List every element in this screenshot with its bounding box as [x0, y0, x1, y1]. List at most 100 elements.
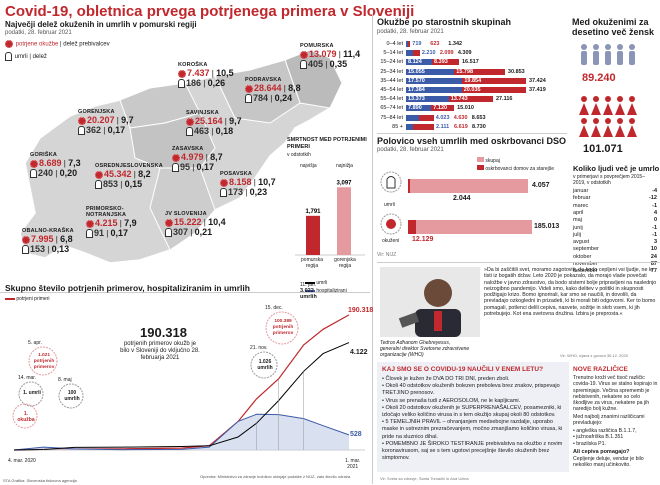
month-value: -12 [649, 195, 657, 202]
age-value-total: 30.853 [507, 68, 525, 75]
dso-legend-total: skupaj [477, 157, 500, 164]
age-bar-men [406, 41, 409, 47]
end-cases: 190.318 [348, 307, 374, 314]
age-value-men: 2.210 [421, 50, 436, 57]
age-label: 45–54 let [380, 87, 403, 93]
dso-title: Polovico vseh umrlih med oskrbovanci DSO [377, 136, 567, 146]
timeline-legend-hosp: hospitalizirani [305, 288, 347, 294]
timeline-total: 190.318 [140, 325, 187, 340]
month-row: september 10 [573, 246, 657, 253]
mortality-value-gorenjska: 3,097 [336, 180, 352, 186]
region-gorenjska: GORENJSKA 20.207 | 9,7 362 | 0,17 [78, 109, 134, 136]
age-bar-women [461, 87, 526, 93]
month-value: 77 [650, 268, 657, 275]
lesson-item: • Virus se prenaša tudi z AEROSOLOM, ne … [382, 397, 521, 404]
quote-author-role: generalni direktor Svetovne zdravstvene … [380, 346, 470, 358]
lessons-source: Vir: Sveta za zdravje, Santa Tomažič in … [380, 476, 469, 481]
month-name: julij [573, 231, 581, 238]
age-date: podatki, 28. februar 2021 [377, 29, 444, 35]
age-value-total: 8.730 [471, 123, 486, 130]
month-row: februar -12 [573, 195, 657, 202]
woman-icon [579, 96, 637, 137]
mortality-bar-pomurska [306, 215, 320, 255]
quote-source: Vir: WHO, izjava z govora 30.12. 2020 [560, 353, 628, 358]
lesson-item: • Človek je kužen že DVA DO TRI DNI, pre… [382, 376, 510, 382]
men-icons [578, 43, 650, 74]
age-value-women: 8.393 [434, 59, 448, 66]
timeline-total-desc: potrjenih primerov okužb je bilo v Slove… [120, 341, 200, 361]
months-subtitle: v primerjavi s povprečjem 2015–2019, v o… [573, 174, 645, 186]
map-legend-cases: potrjene okužbe | delež prebivalcev [5, 40, 110, 49]
dso-source: Vir: NIJZ [377, 252, 397, 258]
dso-deaths-label: umrli [384, 202, 395, 208]
region-goriska: GORIŠKA 8.689 | 7,3 240 | 0,20 [30, 152, 81, 179]
month-row: april 4 [573, 210, 657, 217]
age-value-women: 2.099 [439, 50, 454, 57]
month-name: marec [573, 202, 589, 209]
timeline-legend-deaths: umrli [305, 280, 327, 286]
men-count: 89.240 [582, 72, 616, 84]
age-bar-men [406, 59, 433, 66]
region-osrednjeslovenska-shape [129, 112, 216, 169]
line-deaths [13, 342, 350, 451]
dso-infected-label: okuženi [382, 238, 400, 244]
variants-text: Trenutno kroži več tisoč različic covida… [573, 375, 658, 413]
month-row: november 87 [573, 261, 657, 268]
dso-deaths-total: 4.057 [532, 182, 550, 189]
region-obalno: OBALNO-KRAŠKA 7.995 | 6,8 153 | 0,13 [22, 228, 74, 255]
footer-credit: STA Grafika: Slovenska tiskovna agencija [3, 478, 77, 483]
dso-infected-dso: 12.129 [412, 236, 434, 243]
month-name: maj [573, 217, 582, 224]
region-primorsko: PRIMORSKO- NOTRANJSKA 4.215 | 7,9 91 | 0… [86, 206, 137, 239]
area-hosp [14, 414, 349, 450]
age-bar-women [462, 77, 526, 84]
virus-icon [5, 40, 13, 48]
month-name: avgust [573, 239, 590, 246]
women-icons [578, 95, 653, 146]
mortality-highest: najvišja [300, 163, 317, 169]
age-label: 85 + [392, 123, 403, 130]
region-zasavska: ZASAVSKA 4.979 | 8,7 95 | 0,17 [172, 146, 223, 173]
month-name: oktober [573, 253, 592, 260]
age-value-men: 719 [412, 41, 422, 47]
gender-title: Med okuženimi za desetino več žensk [572, 17, 655, 37]
age-value-total: 1.342 [448, 41, 463, 47]
tombstone-icon-large [380, 171, 402, 193]
mortality-unit: v odstotkih [287, 152, 311, 158]
age-bar-women [418, 114, 434, 121]
month-value: -1 [652, 202, 657, 209]
month-value: 10 [650, 246, 657, 253]
map-title: Največji delež okuženih in umrlih v pomu… [5, 20, 197, 29]
slovenia-map [19, 49, 343, 264]
mortality-chart: 1,791 3,097 [295, 180, 365, 256]
callout-first-case: 1. okužba [12, 403, 38, 431]
age-value-men: 2.111 [435, 123, 450, 130]
age-bar-men [406, 96, 449, 103]
age-value-total: 15.010 [457, 105, 474, 112]
variants-list: • angleška različica B.1.1.7, • južnoafr… [573, 428, 637, 447]
month-value: -4 [652, 188, 657, 194]
end-hosp: 528 [350, 431, 362, 438]
age-value-men: 17.570 [408, 77, 425, 84]
age-bar-women [413, 50, 420, 57]
month-name: april [573, 209, 584, 216]
age-value-men: 13.373 [408, 96, 425, 103]
age-bar-women [432, 59, 459, 66]
month-value: 0 [653, 217, 657, 224]
lessons-title: KAJ SMO SE O COVIDU-19 NAUČILI V ENEM LE… [382, 366, 544, 373]
mortality-label-pomurska: pomurska regija [301, 257, 323, 269]
region-posavska: POSAVSKA 8.158 | 10,7 173 | 0,23 [220, 171, 276, 198]
age-bar-men [406, 123, 413, 130]
age-value-women: 20.035 [463, 87, 481, 93]
region-osrednjeslovenska: OSREDNJESLOVENSKA 45.342 | 8,2 853 | 0,1… [95, 163, 163, 190]
month-row: marec -1 [573, 203, 657, 210]
month-row: junij -1 [573, 225, 657, 232]
person-head [424, 279, 452, 307]
tombstone-icon [5, 52, 12, 61]
line-hosp [13, 413, 350, 451]
mortality-bar-gorenjska [337, 187, 351, 255]
lessons-list: • Človek je kužen že DVA DO TRI DNI, pre… [382, 376, 567, 462]
dso-deaths-dso: 2.044 [453, 195, 471, 202]
mortality-lowest: najnižja [336, 163, 353, 169]
month-row: januar -4 [573, 188, 657, 195]
